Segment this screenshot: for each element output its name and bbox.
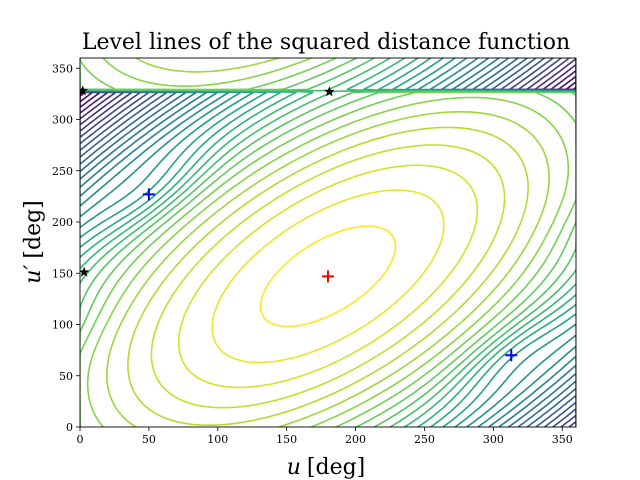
- y-tick-label: 0: [66, 421, 73, 434]
- y-axis-label: u′ [deg]: [21, 200, 46, 284]
- contour-line: [80, 58, 576, 427]
- contour-line: [80, 58, 576, 427]
- plot-frame: [79, 57, 577, 428]
- y-tick-label: 200: [52, 216, 73, 229]
- maximum-plus-marker: [322, 270, 334, 283]
- contour-line: [80, 58, 576, 427]
- contour-line: [80, 58, 576, 427]
- x-tick-label: 0: [77, 433, 84, 446]
- y-tick-label: 150: [52, 267, 73, 280]
- contour-line: [80, 58, 576, 427]
- contour-line: [177, 164, 479, 389]
- y-axis-label-var: u′: [21, 265, 46, 284]
- contour-line: [80, 58, 576, 427]
- y-tick-label: 250: [52, 165, 73, 178]
- saddle-star-marker: [324, 86, 335, 97]
- contour-line: [80, 58, 576, 427]
- x-tick-label: 350: [552, 433, 573, 446]
- contour-line: [150, 144, 506, 409]
- critical-point-markers: [80, 85, 518, 362]
- minimum-plus-marker: [505, 349, 518, 362]
- y-axis: 0 50 100 150 200 250 300 350: [52, 62, 80, 434]
- contour-line: [80, 58, 576, 427]
- x-axis-label-var: u: [287, 455, 301, 480]
- contour-line: [80, 58, 576, 427]
- contour-line: [86, 58, 570, 427]
- x-tick-label: 100: [207, 433, 228, 446]
- y-tick-label: 300: [52, 114, 73, 127]
- contour-line: [80, 58, 576, 427]
- x-axis-label: u [deg]: [287, 455, 366, 480]
- contour-line: [80, 58, 576, 427]
- y-tick-label: 350: [52, 62, 73, 75]
- chart-title: Level lines of the squared distance func…: [82, 30, 570, 55]
- x-tick-label: 300: [483, 433, 504, 446]
- contour-line: [80, 58, 576, 427]
- x-tick-label: 50: [142, 433, 156, 446]
- saddle-star-marker: [80, 266, 90, 277]
- contour-line: [80, 58, 576, 427]
- contour-line: [80, 58, 576, 427]
- saddle-star-marker: [80, 85, 88, 96]
- y-axis-label-unit: [deg]: [21, 200, 46, 258]
- contour-line: [259, 225, 397, 328]
- x-tick-label: 150: [276, 433, 297, 446]
- x-axis: 0 50 100 150 200 250 300 350: [77, 427, 573, 446]
- contour-line: [80, 58, 576, 427]
- y-tick-label: 100: [52, 319, 73, 332]
- contour-line: [80, 58, 576, 427]
- contour-line: [211, 189, 445, 364]
- contour-line: [106, 58, 550, 427]
- contour-lines: [80, 58, 576, 427]
- contour-line: [80, 58, 576, 427]
- contour-line: [80, 58, 576, 427]
- contour-line: [80, 58, 576, 427]
- contour-line: [80, 58, 576, 427]
- contour-line: [127, 126, 529, 426]
- x-axis-label-unit: [deg]: [307, 455, 365, 480]
- x-tick-label: 250: [414, 433, 435, 446]
- x-tick-label: 200: [345, 433, 366, 446]
- minimum-plus-marker: [142, 188, 155, 201]
- y-tick-label: 50: [59, 370, 73, 383]
- contour-line: [80, 58, 576, 427]
